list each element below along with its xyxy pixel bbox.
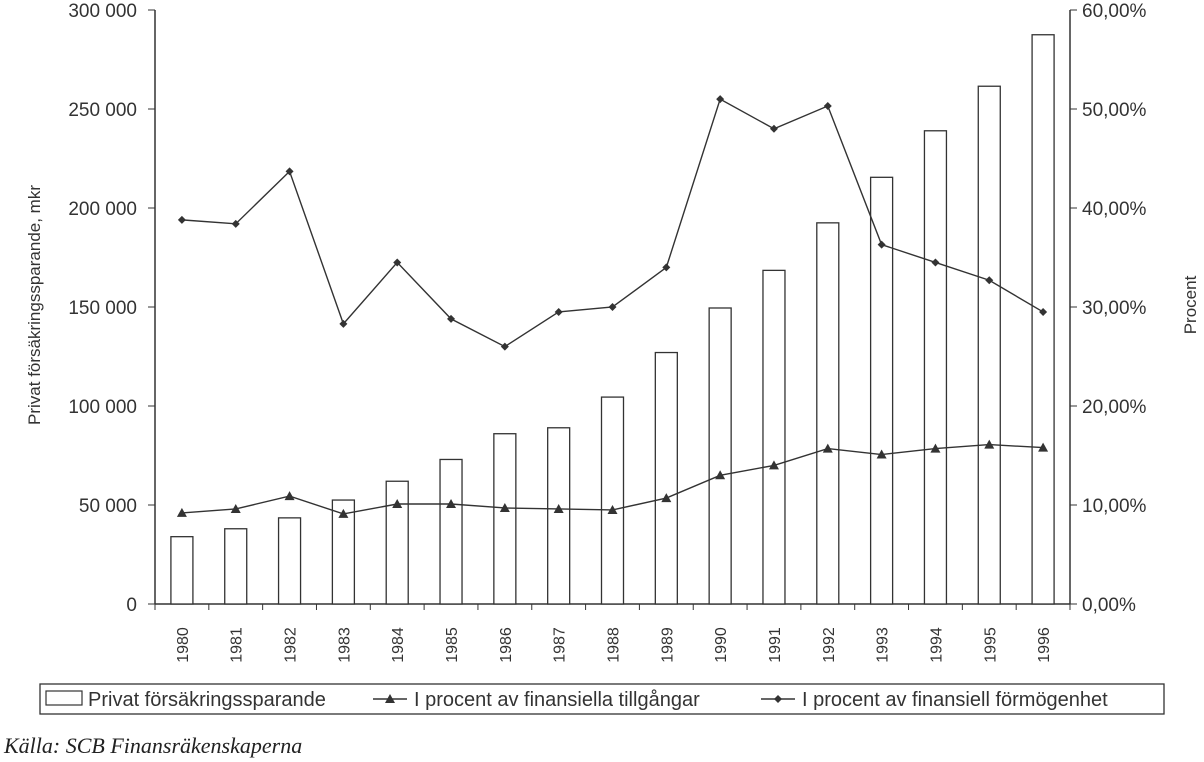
x-tick-label: 1980 (175, 627, 192, 663)
diamond-marker (716, 95, 725, 104)
x-tick-label: 1983 (336, 627, 353, 663)
diamond-marker (285, 167, 294, 176)
bar (816, 222, 840, 605)
triangle-marker (499, 502, 510, 512)
diamond-marker (608, 303, 617, 311)
diamond-marker (447, 314, 456, 323)
axes: 0 50 000 100 000 150 000 200 000 250 000 300 0… (25, 1, 1200, 663)
triangle-marker (930, 443, 941, 453)
diamond-marker (985, 276, 994, 285)
legend-triangle-marker (385, 694, 395, 703)
triangle-marker (230, 503, 241, 513)
legend-label-line-1: I procent av finansiella tillgångar (414, 689, 700, 711)
triangle-marker (607, 504, 618, 514)
diamond-marker (231, 219, 240, 228)
right-tick-label: 0,00% (1082, 595, 1136, 616)
legend-box (39, 683, 1165, 715)
right-tick-label: 40,00% (1082, 199, 1147, 220)
right-tick-label: 20,00% (1082, 397, 1147, 418)
bar (977, 85, 1001, 605)
right-tick-label: 30,00% (1082, 298, 1147, 319)
diamond-marker (339, 319, 348, 328)
bar (869, 176, 894, 605)
x-tick-label: 1992 (821, 627, 838, 663)
bar (708, 307, 732, 605)
x-tick-label: 1989 (659, 627, 676, 663)
legend: Privat försäkringssparande I procent av f… (39, 683, 1165, 715)
diamond-marker (500, 342, 509, 351)
triangle-marker (1038, 442, 1049, 452)
right-axis-title: Procent (1181, 275, 1200, 334)
diamond-marker (931, 258, 940, 267)
x-tick-label: 1994 (928, 627, 945, 663)
triangle-marker (984, 439, 995, 449)
diamond-marker (877, 240, 886, 249)
bar (493, 433, 517, 605)
x-tick-label: 1982 (283, 627, 300, 663)
bar (1031, 34, 1055, 605)
x-tick-label: 1991 (767, 627, 784, 663)
right-tick-label: 50,00% (1082, 100, 1147, 121)
x-tick-label: 1988 (606, 627, 623, 663)
x-tick-label: 1984 (390, 627, 407, 663)
legend-label-line-2: I procent av finansiell förmögenhet (802, 689, 1108, 711)
legend-label-bar: Privat försäkringssparande (88, 689, 326, 711)
diamond-marker (662, 263, 671, 272)
triangle-marker (876, 449, 887, 459)
left-tick-label: 50 000 (79, 496, 137, 517)
bar (385, 480, 409, 605)
bar (923, 130, 948, 605)
left-tick-label: 200 000 (68, 199, 137, 220)
right-tick-label: 10,00% (1082, 496, 1147, 517)
x-tick-label: 1990 (713, 627, 730, 663)
bar (331, 499, 356, 605)
triangle-marker (338, 508, 349, 518)
left-tick-label: 300 000 (68, 1, 137, 22)
triangle-marker (392, 499, 403, 509)
left-tick-label: 100 000 (68, 397, 137, 418)
left-tick-label: 250 000 (68, 100, 137, 121)
triangle-marker (553, 503, 564, 513)
x-tick-label: 1996 (1036, 627, 1053, 663)
diamond-marker (1039, 307, 1048, 316)
bar (547, 427, 571, 605)
triangle-marker (284, 491, 295, 501)
left-tick-label: 0 (126, 595, 137, 616)
right-tick-label: 60,00% (1082, 1, 1147, 22)
x-tick-label: 1987 (552, 627, 569, 663)
bar (439, 458, 463, 605)
bar (762, 269, 786, 605)
x-tick-label: 1986 (498, 627, 515, 663)
legend-diamond-marker (774, 695, 782, 703)
bar-series (170, 34, 1055, 605)
bar (654, 351, 678, 605)
left-axis-title: Privat försäkringssparande, mkr (25, 185, 44, 425)
triangle-marker (446, 499, 457, 509)
triangle-marker (176, 507, 187, 517)
line-series (176, 95, 1049, 518)
triangle-marker (715, 470, 726, 480)
bar (170, 536, 194, 605)
bar (600, 396, 625, 605)
bar (224, 528, 248, 605)
diamond-marker (823, 102, 832, 111)
diamond-marker (177, 215, 186, 224)
source-note: Källa: SCB Finansräkenskaperna (4, 733, 303, 758)
triangle-marker (822, 443, 833, 453)
diamond-marker (554, 307, 563, 316)
triangle-marker (768, 460, 779, 470)
diamond-marker (393, 258, 402, 267)
x-tick-label: 1995 (982, 627, 999, 663)
bar (277, 517, 302, 605)
x-tick-label: 1985 (444, 627, 461, 663)
x-tick-label: 1993 (875, 627, 892, 663)
left-tick-label: 150 000 (68, 298, 137, 319)
x-tick-label: 1981 (229, 627, 246, 663)
legend-bar-swatch (45, 690, 83, 706)
diamond-marker (769, 124, 778, 133)
triangle-marker (661, 493, 672, 503)
